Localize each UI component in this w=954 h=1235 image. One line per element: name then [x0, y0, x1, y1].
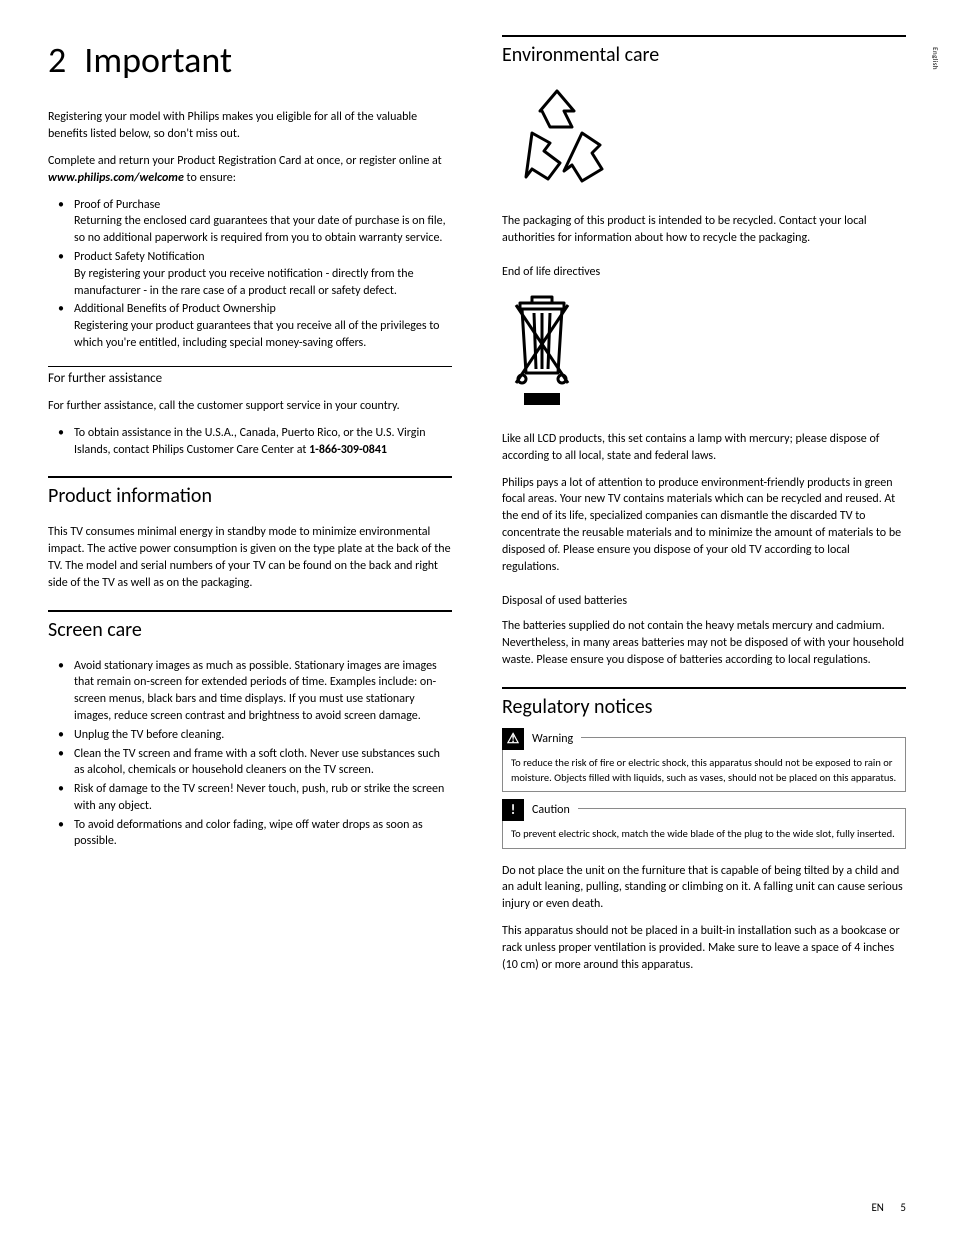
list-item: Unplug the TV before cleaning. — [48, 727, 452, 744]
register-link[interactable]: www.philips.com/welcome — [48, 171, 184, 185]
batt-heading: Disposal of used batteries — [502, 593, 906, 610]
env-p1: The packaging of this product is intende… — [502, 213, 906, 247]
product-info-heading: Product information — [48, 476, 452, 510]
list-item: Risk of damage to the TV screen! Never t… — [48, 781, 452, 815]
caution-body: To prevent electric shock, match the wid… — [503, 821, 905, 847]
list-item: Proof of PurchaseReturning the enclosed … — [48, 197, 452, 247]
list-item: Clean the TV screen and frame with a sof… — [48, 746, 452, 780]
list-item: Product Safety NotificationBy registerin… — [48, 249, 452, 299]
right-column: Environmental care The packaging of this… — [502, 35, 906, 983]
intro-p1: Registering your model with Philips make… — [48, 109, 452, 143]
reg-p1: Do not place the unit on the furniture t… — [502, 863, 906, 913]
env-heading: Environmental care — [502, 35, 906, 69]
assist-heading: For further assistance — [48, 366, 452, 388]
screen-care-list: Avoid stationary images as much as possi… — [48, 658, 452, 851]
caution-title: Caution — [524, 799, 578, 822]
intro-p2: Complete and return your Product Registr… — [48, 153, 452, 187]
reg-p2: This apparatus should not be placed in a… — [502, 923, 906, 973]
benefits-list: Proof of PurchaseReturning the enclosed … — [48, 197, 452, 352]
eol-heading: End of life directives — [502, 264, 906, 281]
batt-p: The batteries supplied do not contain th… — [502, 618, 906, 668]
weee-bin-icon — [502, 291, 906, 417]
footer-page: 5 — [900, 1201, 906, 1214]
warning-box: ⚠ Warning To reduce the risk of fire or … — [502, 737, 906, 792]
recycle-icon — [502, 83, 906, 199]
list-item: Additional Benefits of Product Ownership… — [48, 301, 452, 351]
warning-title: Warning — [524, 728, 581, 751]
language-tab: English — [930, 47, 940, 70]
assist-list: To obtain assistance in the U.S.A., Cana… — [48, 425, 452, 459]
list-item: To obtain assistance in the U.S.A., Cana… — [48, 425, 452, 459]
warning-body: To reduce the risk of fire or electric s… — [503, 750, 905, 790]
env-p3: Philips pays a lot of attention to produ… — [502, 475, 906, 576]
footer-lang: EN — [871, 1201, 883, 1214]
caution-icon: ! — [502, 799, 524, 821]
page-footer: EN 5 — [871, 1200, 906, 1215]
left-column: 2 Important Registering your model with P… — [48, 35, 452, 983]
env-p2: Like all LCD products, this set contains… — [502, 431, 906, 465]
warning-icon: ⚠ — [502, 728, 524, 750]
list-item: To avoid deformations and color fading, … — [48, 817, 452, 851]
product-info-p: This TV consumes minimal energy in stand… — [48, 524, 452, 591]
screen-care-heading: Screen care — [48, 610, 452, 644]
chapter-number: 2 — [48, 38, 66, 82]
caution-box: ! Caution To prevent electric shock, mat… — [502, 808, 906, 849]
list-item: Avoid stationary images as much as possi… — [48, 658, 452, 725]
chapter-heading: 2 Important — [48, 35, 452, 85]
regulatory-heading: Regulatory notices — [502, 687, 906, 721]
chapter-title: Important — [84, 38, 232, 82]
assist-p: For further assistance, call the custome… — [48, 398, 452, 415]
phone-number: 1-866-309-0841 — [309, 443, 387, 457]
